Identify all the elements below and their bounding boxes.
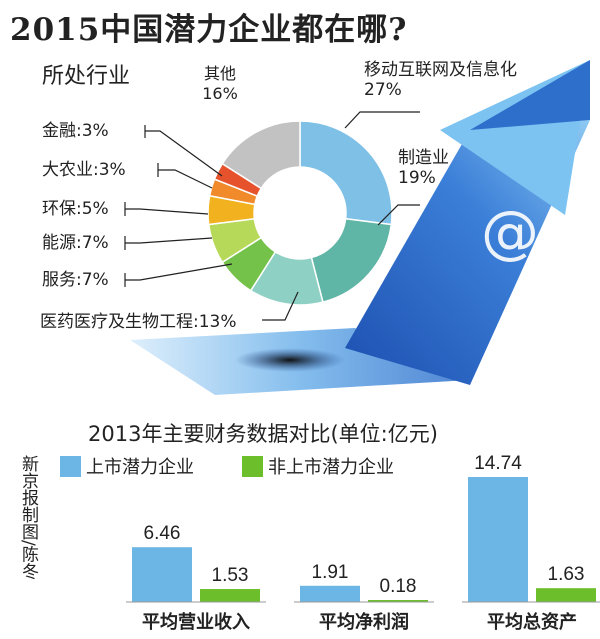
pie-label-medical: 医药医疗及生物工程:13% [40,312,237,332]
pie-label-environment: 环保:5% [42,199,109,219]
credit-text: 新京报制图/陈冬 [18,455,38,580]
pie-label-energy: 能源:7% [42,233,109,253]
pie-label-mobile-internet: 移动互联网及信息化 27% [364,60,517,100]
pie-label-finance: 金融:3% [42,121,109,141]
legend-unlisted: 非上市潜力企业 [242,452,394,480]
legend-swatch-green [242,455,263,477]
svg-text:@: @ [481,198,539,266]
finance-bar-chart: 6.46 1.53 平均营业收入 1.91 0.18 平均净利润 14.74 1.63 平均总资… [126,453,600,633]
bar-chart-title: 2013年主要财务数据对比(单位:亿元) [88,422,438,446]
category-label: 平均净利润 [319,611,409,633]
bar-value-label: 1.63 [548,564,585,585]
pie-label-manufacturing: 制造业 19% [398,148,449,188]
bar-1-0 [300,585,360,602]
bar-value-label: 0.18 [380,576,417,597]
bar-value-label: 14.74 [474,453,522,474]
industry-donut [207,120,393,306]
bar-0-1 [200,589,260,602]
bar-1-1 [368,600,428,602]
legend-swatch-blue [60,455,81,477]
bar-value-label: 1.53 [212,565,249,586]
bar-value-label: 1.91 [312,562,349,583]
bar-value-label: 6.46 [144,523,181,544]
pie-label-service: 服务:7% [42,270,109,290]
growth-arrow-icon [130,60,590,395]
leader-lines [124,111,420,321]
pie-label-agriculture: 大农业:3% [42,160,126,180]
pie-slice-8 [221,120,301,190]
page-title: 2015中国潜力企业都在哪? [10,12,408,48]
bar-0-0 [132,547,192,602]
category-label: 平均总资产 [487,611,577,633]
category-label: 平均营业收入 [142,611,250,633]
at-sign-icon: @ [481,198,539,266]
pie-slice-0 [299,120,393,226]
bar-2-1 [536,588,596,602]
bar-2-0 [468,477,528,602]
pie-chart-title: 所处行业 [42,64,131,89]
legend-listed: 上市潜力企业 [60,452,194,480]
pie-label-other: 其他 16% [202,64,238,103]
